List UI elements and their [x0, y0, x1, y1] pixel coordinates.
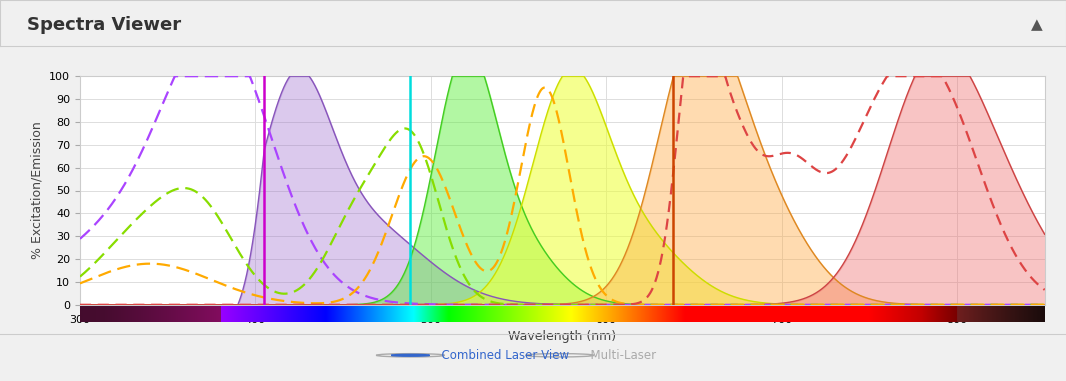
Text: Spectra Viewer: Spectra Viewer	[27, 16, 181, 34]
X-axis label: Wavelength (nm): Wavelength (nm)	[508, 330, 616, 343]
Text: Multi-Laser: Multi-Laser	[583, 349, 657, 362]
Text: Combined Laser View: Combined Laser View	[434, 349, 569, 362]
Text: ▲: ▲	[1031, 18, 1043, 33]
Y-axis label: % Excitation/Emission: % Excitation/Emission	[31, 122, 44, 259]
Circle shape	[391, 354, 430, 356]
